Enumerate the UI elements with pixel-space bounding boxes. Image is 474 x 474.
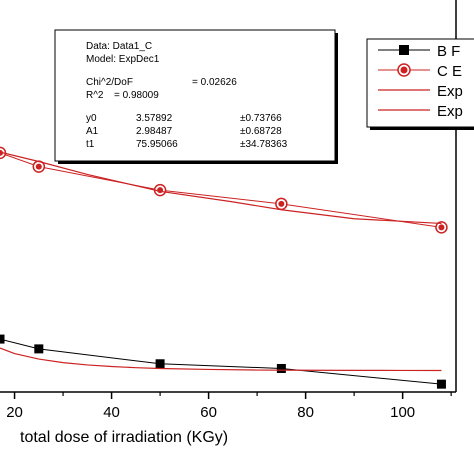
legend-label: Exp xyxy=(437,103,463,120)
legend-item-b-f: B F xyxy=(378,43,460,60)
fit-r2-value: = 0.98009 xyxy=(114,90,159,101)
fit-model-line: Model: ExpDec1 xyxy=(86,54,160,65)
fit-data-line: Data: Data1_C xyxy=(86,41,152,52)
series-line xyxy=(0,151,442,225)
fit-param-value: 3.57892 xyxy=(136,113,173,124)
series-line xyxy=(0,347,442,372)
fit-param-name: t1 xyxy=(86,139,95,150)
data-point-square xyxy=(436,379,446,389)
legend-circle-marker-core xyxy=(400,66,408,74)
fit-param-value: 75.95066 xyxy=(136,139,178,150)
data-point-square xyxy=(0,334,5,344)
x-ticks xyxy=(13,392,452,399)
legend-item-c-e: C E xyxy=(378,63,462,80)
data-point-circle-core xyxy=(35,163,42,170)
fit-r2-label: R^2 xyxy=(86,90,104,101)
fit-param-error: ±0.68728 xyxy=(240,126,282,137)
fit-param-name: y0 xyxy=(86,113,97,124)
series-2 xyxy=(0,146,448,234)
series-3 xyxy=(0,347,442,372)
fit-box-frame xyxy=(54,29,336,162)
fit-param-error: ±0.73766 xyxy=(240,113,282,124)
series-4 xyxy=(0,151,442,225)
x-tick-labels: 20 40 60 80 100 xyxy=(6,404,415,421)
legend-item-exp-1: Exp xyxy=(378,83,463,100)
legend-frame xyxy=(366,38,474,128)
legend-item-exp-2: Exp xyxy=(378,103,463,120)
x-tick-label: 80 xyxy=(297,404,314,421)
data-point-square xyxy=(276,363,286,373)
fit-param-name: A1 xyxy=(86,126,99,137)
data-point-circle-core xyxy=(157,187,164,194)
x-tick-label: 100 xyxy=(390,404,415,421)
legend-label: C E xyxy=(437,63,462,80)
x-tick-label: 60 xyxy=(200,404,217,421)
data-point-square xyxy=(155,359,165,369)
series-line xyxy=(0,152,442,228)
legend-square-marker xyxy=(399,45,409,55)
legend-label: B F xyxy=(437,43,460,60)
data-point-circle-core xyxy=(438,224,445,231)
x-tick-label: 40 xyxy=(103,404,120,421)
legend-label: Exp xyxy=(437,83,463,100)
fit-param-value: 2.98487 xyxy=(136,126,173,137)
series-line xyxy=(0,338,442,385)
fit-parameters-box: Data: Data1_C Model: ExpDec1 Chi^2/DoF =… xyxy=(54,29,338,164)
legend: B F C E Exp Exp xyxy=(366,38,474,130)
fit-param-error: ±34.78363 xyxy=(240,139,288,150)
fit-chi-label: Chi^2/DoF xyxy=(86,77,133,88)
series-1 xyxy=(0,334,446,389)
x-tick-label: 20 xyxy=(6,404,23,421)
x-axis-title: total dose of irradiation (KGy) xyxy=(20,429,228,446)
fit-chi-value: = 0.02626 xyxy=(192,77,237,88)
series-layer xyxy=(0,146,448,389)
data-point-circle-core xyxy=(278,200,285,207)
data-point-square xyxy=(34,344,44,354)
